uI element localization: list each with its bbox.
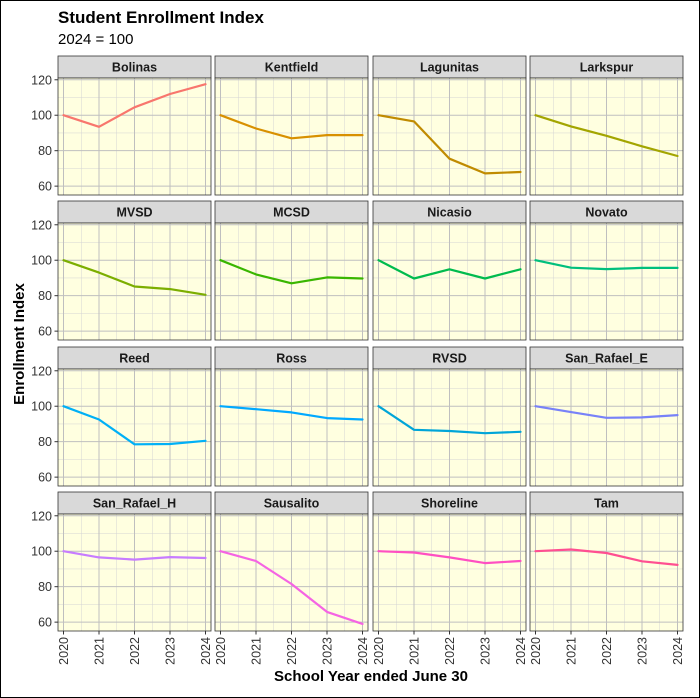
facet-strip-label: Sausalito (264, 497, 320, 511)
x-tick-label: 2020 (529, 637, 543, 665)
facet-strip-label: MVSD (116, 206, 152, 220)
x-tick-label: 2024 (356, 637, 370, 665)
y-tick-label: 80 (38, 435, 52, 449)
y-tick-label: 100 (31, 400, 52, 414)
y-tick-label: 120 (31, 509, 52, 523)
series-line-san-rafael-h (62, 550, 207, 561)
x-tick-label: 2023 (321, 637, 335, 665)
x-tick-label: 2022 (600, 637, 614, 665)
panel-border (372, 368, 527, 487)
panel-border (529, 222, 684, 341)
x-tick-label: 2023 (164, 637, 178, 665)
panel-border (214, 77, 369, 196)
facet-strip-label: Shoreline (421, 497, 478, 511)
x-tick-label: 2020 (214, 637, 228, 665)
x-tick-label: 2020 (372, 637, 386, 665)
panel-border (372, 222, 527, 341)
panel-border (57, 222, 212, 341)
series-line-lagunitas (377, 114, 522, 175)
y-tick-label: 120 (31, 364, 52, 378)
facet-strip-label: MCSD (273, 206, 310, 220)
y-tick-label: 100 (31, 545, 52, 559)
y-tick-label: 60 (38, 471, 52, 485)
x-tick-label: 2022 (443, 637, 457, 665)
series-line-ross (219, 405, 364, 421)
y-tick-label: 60 (38, 325, 52, 339)
y-tick-label: 100 (31, 254, 52, 268)
series-line-kentfield (219, 114, 364, 140)
series-line-sausalito (219, 550, 364, 626)
facet-strip-label: San_Rafael_H (93, 497, 176, 511)
y-tick-label: 80 (38, 144, 52, 158)
x-tick-label: 2020 (57, 637, 71, 665)
series-line-mcsd (219, 259, 364, 285)
facet-strip-label: Nicasio (427, 206, 472, 220)
x-tick-label: 2021 (565, 637, 579, 665)
y-tick-label: 60 (38, 180, 52, 194)
series-line-bolinas (62, 83, 207, 128)
panel-border (372, 77, 527, 196)
chart-subtitle: 2024 = 100 (58, 31, 134, 48)
y-tick-label: 60 (38, 616, 52, 630)
x-tick-label: 2021 (93, 637, 107, 665)
x-tick-label: 2022 (128, 637, 142, 665)
y-tick-label: 80 (38, 580, 52, 594)
facet-strip-label: RVSD (432, 352, 467, 366)
panel-border (57, 77, 212, 196)
y-tick-label: 120 (31, 73, 52, 87)
series-line-rvsd (377, 405, 522, 435)
facet-strip-label: Tam (594, 497, 619, 511)
panel-border (214, 222, 369, 341)
series-line-san-rafael-e (534, 405, 679, 419)
x-axis-title: School Year ended June 30 (274, 668, 468, 685)
x-tick-label: 2024 (199, 637, 213, 665)
panel-border (529, 368, 684, 487)
facet-strip-label: Bolinas (112, 61, 157, 75)
x-tick-label: 2022 (285, 637, 299, 665)
series-line-shoreline (377, 550, 522, 565)
panel-border (214, 368, 369, 487)
x-tick-label: 2021 (408, 637, 422, 665)
x-tick-label: 2024 (514, 637, 528, 665)
y-tick-label: 100 (31, 109, 52, 123)
facet-strip-label: Ross (276, 352, 307, 366)
facet-strip-label: San_Rafael_E (565, 352, 648, 366)
series-line-mvsd (62, 259, 207, 296)
facet-strip-label: Novato (585, 206, 628, 220)
facet-strip-label: Larkspur (580, 61, 634, 75)
panel-border (529, 77, 684, 196)
series-line-reed (62, 405, 207, 446)
y-axis-title: Enrollment Index (11, 283, 28, 405)
x-tick-label: 2021 (250, 637, 264, 665)
chart-title: Student Enrollment Index (58, 8, 264, 27)
facet-strip-label: Kentfield (265, 61, 318, 75)
y-tick-label: 80 (38, 289, 52, 303)
series-line-nicasio (377, 259, 522, 280)
y-tick-label: 120 (31, 218, 52, 232)
facet-strip-label: Lagunitas (420, 61, 479, 75)
x-tick-label: 2023 (636, 637, 650, 665)
facet-strip-label: Reed (119, 352, 150, 366)
panel-border (57, 368, 212, 487)
x-tick-label: 2023 (479, 637, 493, 665)
x-tick-label: 2024 (671, 637, 685, 665)
